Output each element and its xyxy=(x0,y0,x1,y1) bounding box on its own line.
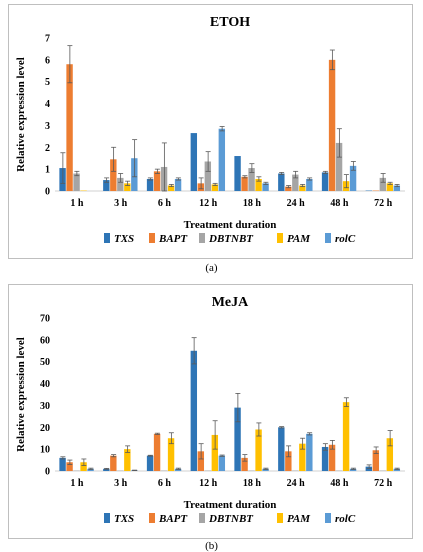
c1-bar-bapt-2 xyxy=(154,434,160,471)
c0-bar-bapt-0 xyxy=(66,64,72,191)
chart-meja: MeJA Relative expression level Treatment d… xyxy=(9,285,414,540)
legend-swatch-txs xyxy=(104,513,110,523)
y-tick-label: 30 xyxy=(40,401,50,412)
chart-panel-meja: MeJA Relative expression level Treatment d… xyxy=(8,284,413,539)
y-tick-label: 0 xyxy=(45,187,50,198)
x-tick-label: 12 h xyxy=(199,478,218,489)
x-tick-label: 3 h xyxy=(114,478,128,489)
x-tick-label: 48 h xyxy=(330,198,349,209)
caption-a: (a) xyxy=(0,262,423,274)
legend-swatch-dbtnbt xyxy=(199,233,205,243)
c1-bar-pam-6 xyxy=(343,402,349,471)
legend-label-pam: PAM xyxy=(287,513,311,525)
y-tick-label: 60 xyxy=(40,335,50,346)
x-tick-label: 24 h xyxy=(287,198,306,209)
y-tick-label: 4 xyxy=(45,99,50,110)
legend-label-rolc: rolC xyxy=(335,513,356,525)
c0-bar-rolc-3 xyxy=(219,129,225,191)
y-tick-label: 20 xyxy=(40,423,50,434)
legend-swatch-txs xyxy=(104,233,110,243)
legend-swatch-bapt xyxy=(149,513,155,523)
y-axis-label: Relative expression level xyxy=(15,337,27,452)
x-tick-label: 18 h xyxy=(243,198,262,209)
x-tick-label: 6 h xyxy=(158,478,172,489)
y-tick-label: 2 xyxy=(45,143,50,154)
c0-bar-bapt-4 xyxy=(241,177,247,191)
c1-bar-txs-3 xyxy=(191,351,197,471)
y-tick-label: 3 xyxy=(45,121,50,132)
y-tick-label: 10 xyxy=(40,445,50,456)
legend-swatch-pam xyxy=(277,233,283,243)
y-tick-label: 50 xyxy=(40,357,50,368)
c0-bar-txs-4 xyxy=(234,156,240,191)
x-tick-label: 72 h xyxy=(374,198,393,209)
legend-swatch-bapt xyxy=(149,233,155,243)
legend-label-txs: TXS xyxy=(114,513,134,525)
legend-label-dbtnbt: DBTNBT xyxy=(208,513,254,525)
x-tick-label: 48 h xyxy=(330,478,349,489)
x-tick-label: 3 h xyxy=(114,198,128,209)
c0-bar-bapt-2 xyxy=(154,171,160,191)
legend-swatch-dbtnbt xyxy=(199,513,205,523)
legend-label-pam: PAM xyxy=(287,233,311,245)
c0-bar-txs-3 xyxy=(191,133,197,191)
x-tick-label: 72 h xyxy=(374,478,393,489)
y-tick-label: 7 xyxy=(45,34,50,45)
c0-bar-txs-5 xyxy=(278,174,284,191)
chart-etoh: ETOH Relative expression level Treatment d… xyxy=(9,5,414,260)
c1-bar-bapt-1 xyxy=(110,456,116,471)
y-tick-label: 6 xyxy=(45,55,50,66)
x-tick-label: 12 h xyxy=(199,198,218,209)
y-axis-label: Relative expression level xyxy=(15,57,27,172)
c0-bar-txs-2 xyxy=(147,179,153,191)
y-tick-label: 40 xyxy=(40,379,50,390)
x-tick-label: 24 h xyxy=(287,478,306,489)
legend-label-txs: TXS xyxy=(114,233,134,245)
legend-swatch-rolc xyxy=(325,513,331,523)
c1-bar-txs-2 xyxy=(147,456,153,471)
legend-label-bapt: BAPT xyxy=(158,513,188,525)
c0-bar-dbtnbt-0 xyxy=(73,174,79,191)
x-tick-label: 1 h xyxy=(70,198,84,209)
chart-title: ETOH xyxy=(210,15,250,30)
c1-bar-rolc-5 xyxy=(306,434,312,471)
c1-bar-txs-0 xyxy=(59,458,65,471)
x-tick-label: 6 h xyxy=(158,198,172,209)
y-tick-label: 1 xyxy=(45,165,50,176)
chart-panel-etoh: ETOH Relative expression level Treatment d… xyxy=(8,4,413,259)
y-tick-label: 70 xyxy=(40,314,50,325)
caption-b: (b) xyxy=(0,540,423,552)
legend-swatch-rolc xyxy=(325,233,331,243)
x-axis-label: Treatment duration xyxy=(184,219,277,231)
legend-label-bapt: BAPT xyxy=(158,233,188,245)
x-tick-label: 18 h xyxy=(243,478,262,489)
x-tick-label: 1 h xyxy=(70,478,84,489)
c0-bar-txs-6 xyxy=(322,172,328,191)
chart-title: MeJA xyxy=(212,295,249,310)
c0-bar-bapt-6 xyxy=(329,60,335,191)
legend-swatch-pam xyxy=(277,513,283,523)
legend-label-dbtnbt: DBTNBT xyxy=(208,233,254,245)
y-tick-label: 5 xyxy=(45,77,50,88)
x-axis-label: Treatment duration xyxy=(184,499,277,511)
c0-bar-rolc-5 xyxy=(306,179,312,191)
c1-bar-rolc-3 xyxy=(219,456,225,471)
y-tick-label: 0 xyxy=(45,467,50,478)
c1-bar-txs-5 xyxy=(278,427,284,471)
legend-label-rolc: rolC xyxy=(335,233,356,245)
c0-bar-rolc-2 xyxy=(175,179,181,191)
